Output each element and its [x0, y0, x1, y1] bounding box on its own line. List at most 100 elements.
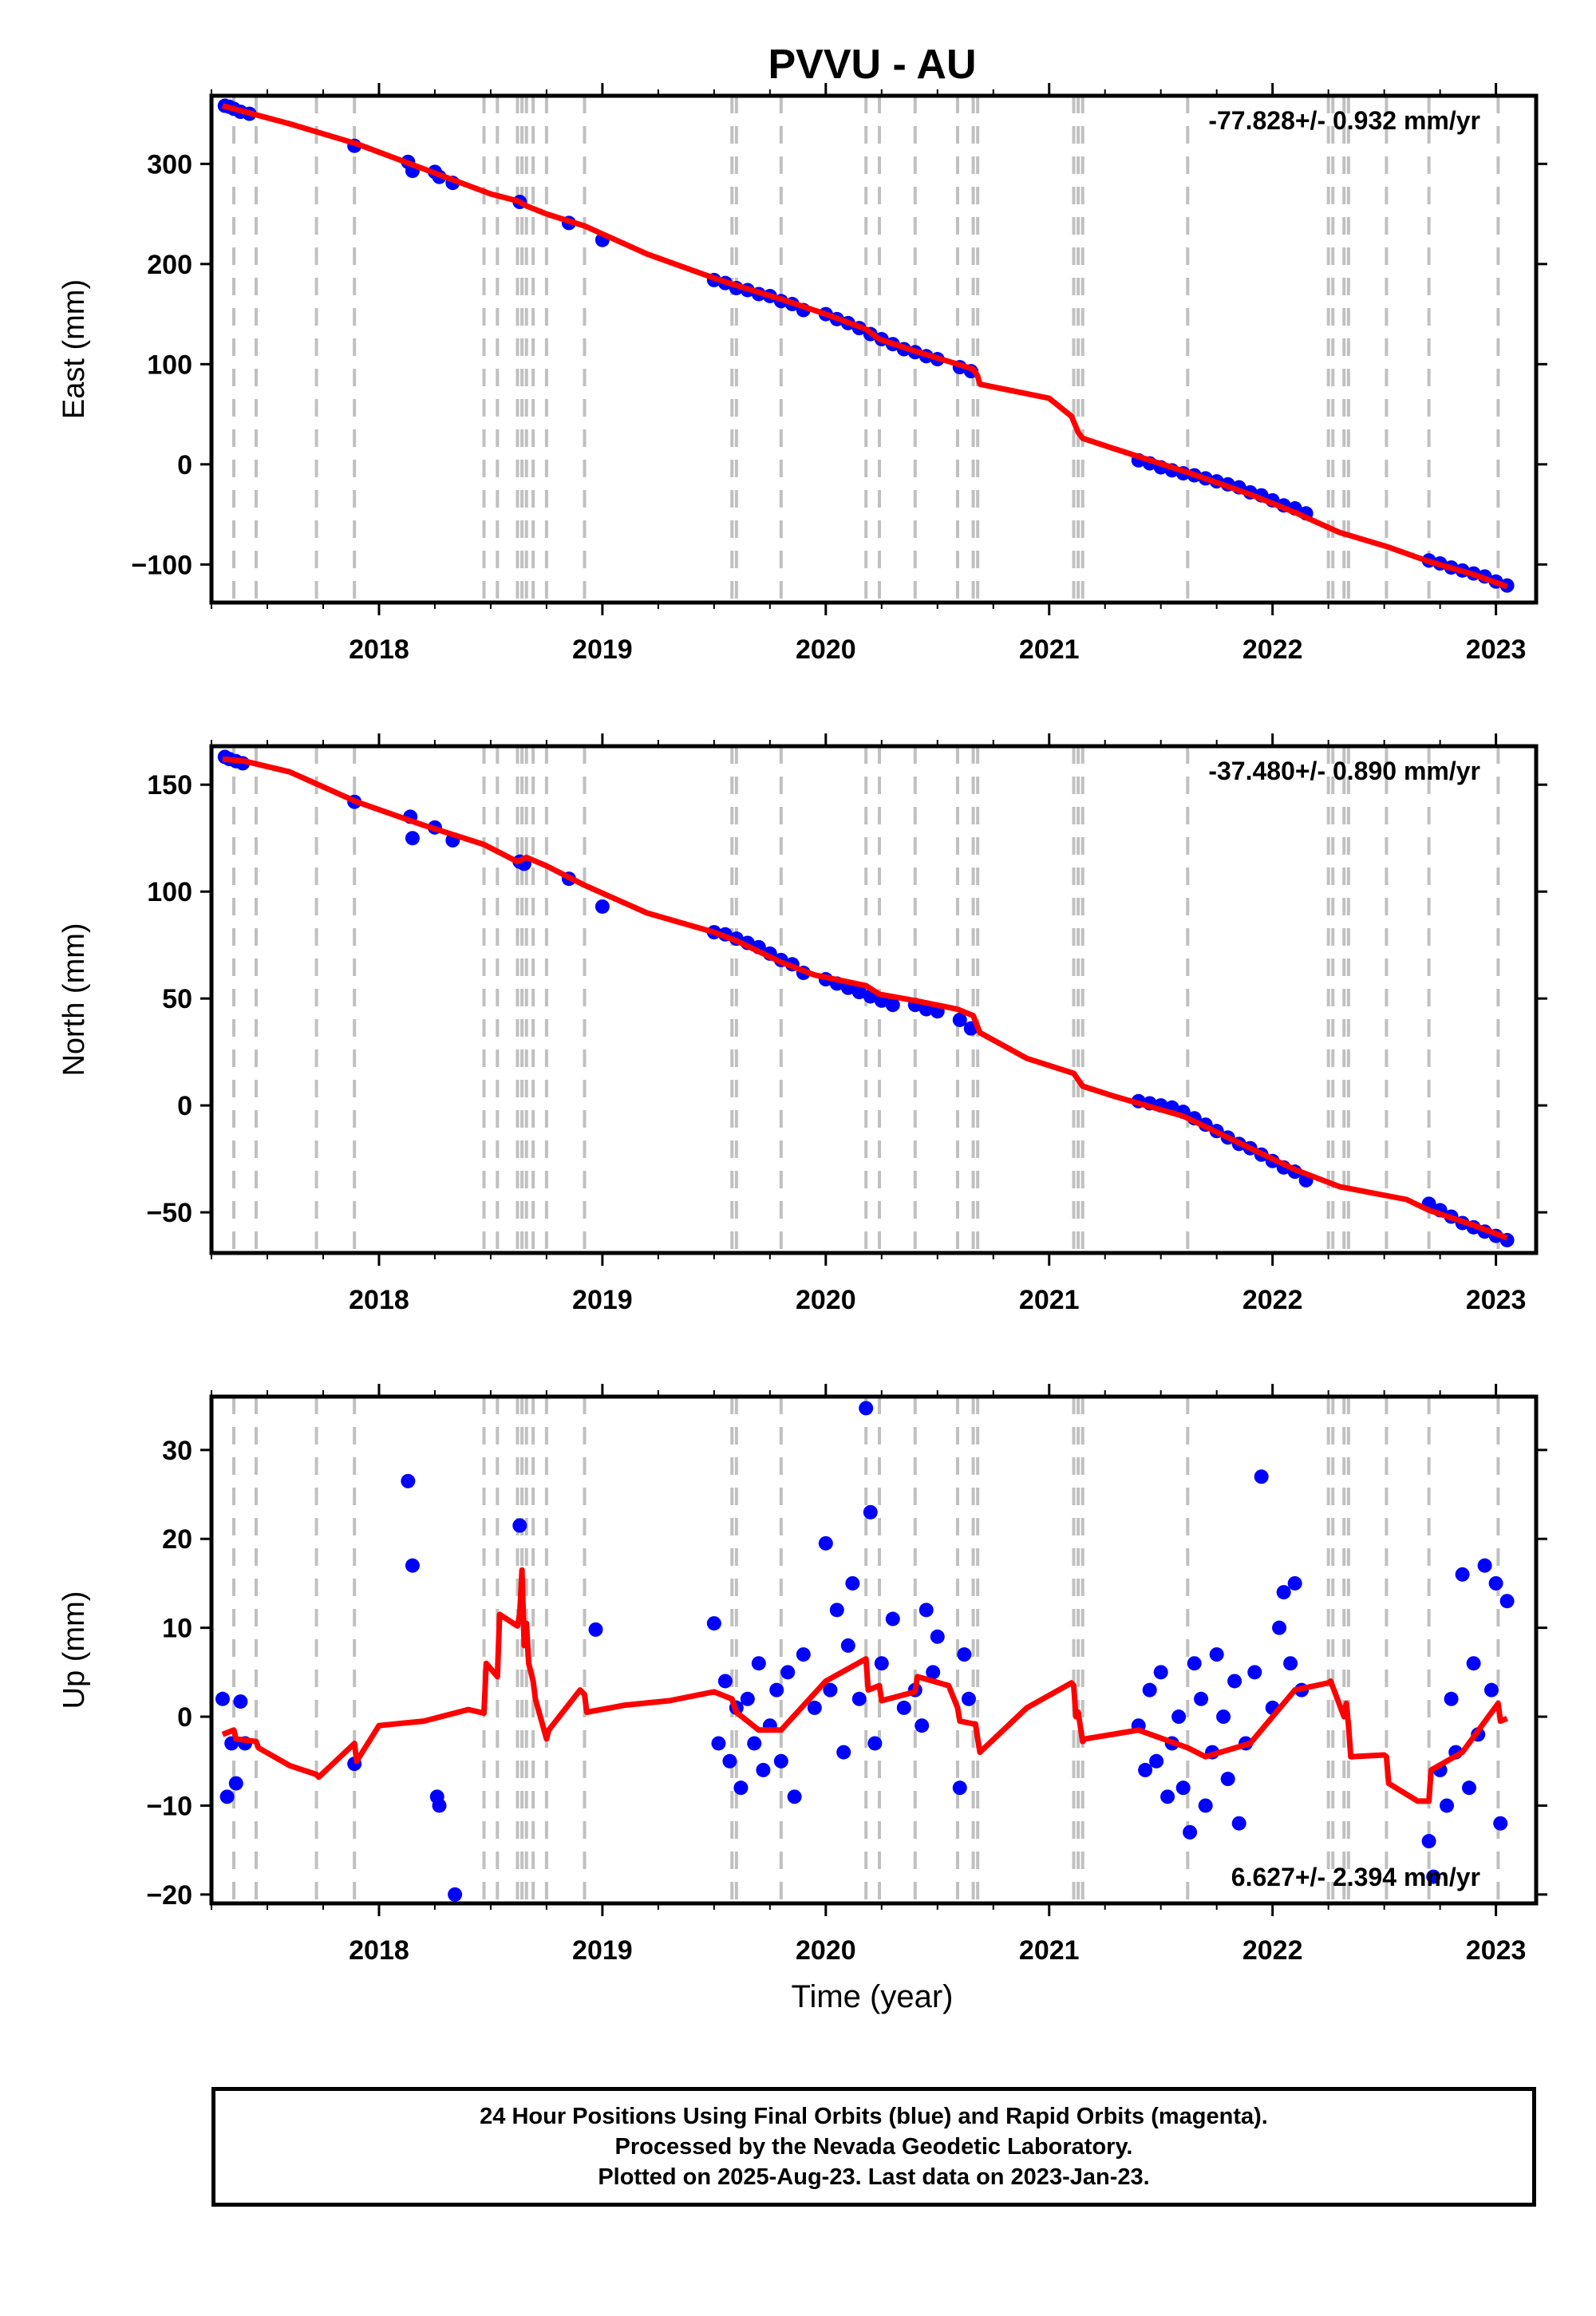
data-point: [1183, 1824, 1198, 1840]
y-tick-label: −10: [146, 1791, 192, 1821]
x-tick-label: 2022: [1242, 634, 1303, 665]
panel-1: −100 0 100 200 300 2018 2019 2020 2021 2022 2023 Ea…: [57, 83, 1547, 665]
y-tick-label: 100: [147, 877, 192, 907]
data-point: [1440, 1798, 1455, 1813]
data-point: [1466, 1656, 1481, 1671]
data-point: [796, 1647, 811, 1662]
data-point: [405, 1558, 420, 1573]
x-tick-label: 2019: [572, 634, 633, 665]
data-point: [1421, 1834, 1436, 1849]
data-point: [773, 1753, 788, 1769]
x-tick-label: 2020: [796, 634, 856, 665]
y-tick-label: −20: [146, 1880, 192, 1911]
rate-label: -77.828+/- 0.932 mm/yr: [1208, 106, 1480, 135]
data-point: [961, 1691, 976, 1706]
y-tick-label: 50: [162, 984, 192, 1014]
data-point: [1138, 1762, 1153, 1777]
data-point: [706, 1616, 721, 1631]
data-point: [751, 1656, 766, 1671]
y-axis-label: North (mm): [57, 923, 91, 1076]
y-axis-label: Up (mm): [57, 1591, 91, 1709]
panel-2: −50 0 50 100 150 2018 2019 2020 2021 2022 2023 Nort…: [57, 733, 1547, 1315]
y-tick-label: −100: [131, 550, 192, 580]
data-point: [780, 1665, 796, 1680]
data-point: [957, 1647, 972, 1662]
data-point: [711, 1736, 726, 1751]
data-point: [851, 985, 867, 1000]
data-point: [1484, 1682, 1499, 1697]
x-tick-label: 2023: [1466, 1935, 1527, 1966]
panel-frame: [209, 1394, 1539, 1906]
data-point: [807, 1700, 822, 1715]
data-point: [1153, 1665, 1168, 1680]
y-tick-label: 150: [147, 770, 192, 800]
data-point: [1444, 1691, 1459, 1706]
data-point: [219, 1789, 235, 1804]
footer-box: 24 Hour Positions Using Final Orbits (bl…: [211, 2087, 1536, 2207]
x-tick-label: 2023: [1466, 1285, 1527, 1315]
data-point: [717, 1674, 733, 1689]
data-point: [722, 1753, 737, 1769]
footer-line-1: 24 Hour Positions Using Final Orbits (bl…: [480, 2104, 1268, 2129]
data-point: [1493, 1816, 1508, 1831]
model-line: [222, 756, 1508, 1241]
x-tick-label: 2021: [1019, 1285, 1080, 1315]
data-point: [769, 1682, 784, 1697]
y-axis-label: East (mm): [57, 279, 91, 419]
data-point: [823, 1682, 838, 1697]
data-point: [1254, 1469, 1269, 1484]
panel-plot-area: [217, 746, 1515, 1253]
data-point: [836, 1745, 851, 1760]
data-point: [787, 1789, 802, 1804]
data-point: [885, 998, 900, 1013]
data-point: [1160, 1789, 1175, 1804]
data-point: [588, 1622, 603, 1637]
y-tick-label: 300: [147, 149, 192, 180]
data-point: [595, 899, 610, 914]
data-point: [1209, 1647, 1224, 1662]
x-tick-label: 2018: [349, 1285, 409, 1315]
data-point: [845, 1575, 860, 1591]
data-point: [1220, 1772, 1235, 1787]
data-point: [1149, 1753, 1164, 1769]
x-tick-label: 2018: [349, 634, 409, 665]
data-point: [401, 1473, 416, 1488]
data-point: [233, 1694, 248, 1709]
y-tick-label: 20: [162, 1524, 192, 1555]
rate-label: -37.480+/- 0.890 mm/yr: [1208, 757, 1480, 785]
rate-label: 6.627+/- 2.394 mm/yr: [1231, 1863, 1480, 1891]
data-point: [859, 1401, 874, 1416]
footer-line-3: Plotted on 2025-Aug-23. Last data on 202…: [598, 2164, 1150, 2190]
x-tick-label: 2020: [796, 1935, 856, 1966]
data-point: [1227, 1674, 1242, 1689]
x-tick-label: 2020: [796, 1285, 856, 1315]
y-tick-label: −50: [146, 1198, 192, 1228]
y-tick-label: 0: [177, 1702, 192, 1733]
y-tick-label: 200: [147, 250, 192, 280]
data-point: [405, 831, 420, 846]
y-tick-label: 0: [177, 450, 192, 480]
data-point: [1488, 1575, 1503, 1591]
data-point: [885, 1611, 900, 1626]
data-point: [1216, 1709, 1231, 1725]
x-tick-label: 2019: [572, 1935, 633, 1966]
x-tick-label: 2021: [1019, 1935, 1080, 1966]
data-point: [926, 1665, 941, 1680]
data-point: [756, 1762, 771, 1777]
data-point: [896, 1700, 911, 1715]
data-point: [432, 1798, 447, 1813]
data-point: [1142, 1682, 1157, 1697]
data-point: [952, 1780, 967, 1796]
data-point: [851, 1691, 867, 1706]
data-point: [1477, 1558, 1492, 1573]
data-point: [1499, 1594, 1515, 1609]
data-point: [1194, 1691, 1209, 1706]
data-point: [818, 1535, 833, 1551]
data-point: [448, 1887, 463, 1902]
panel-plot-area: [215, 1397, 1515, 1903]
footer-line-2: Processed by the Nevada Geodetic Laborat…: [614, 2134, 1133, 2160]
x-tick-label: 2019: [572, 1285, 633, 1315]
data-point: [1187, 1656, 1202, 1671]
data-point: [1247, 1665, 1262, 1680]
